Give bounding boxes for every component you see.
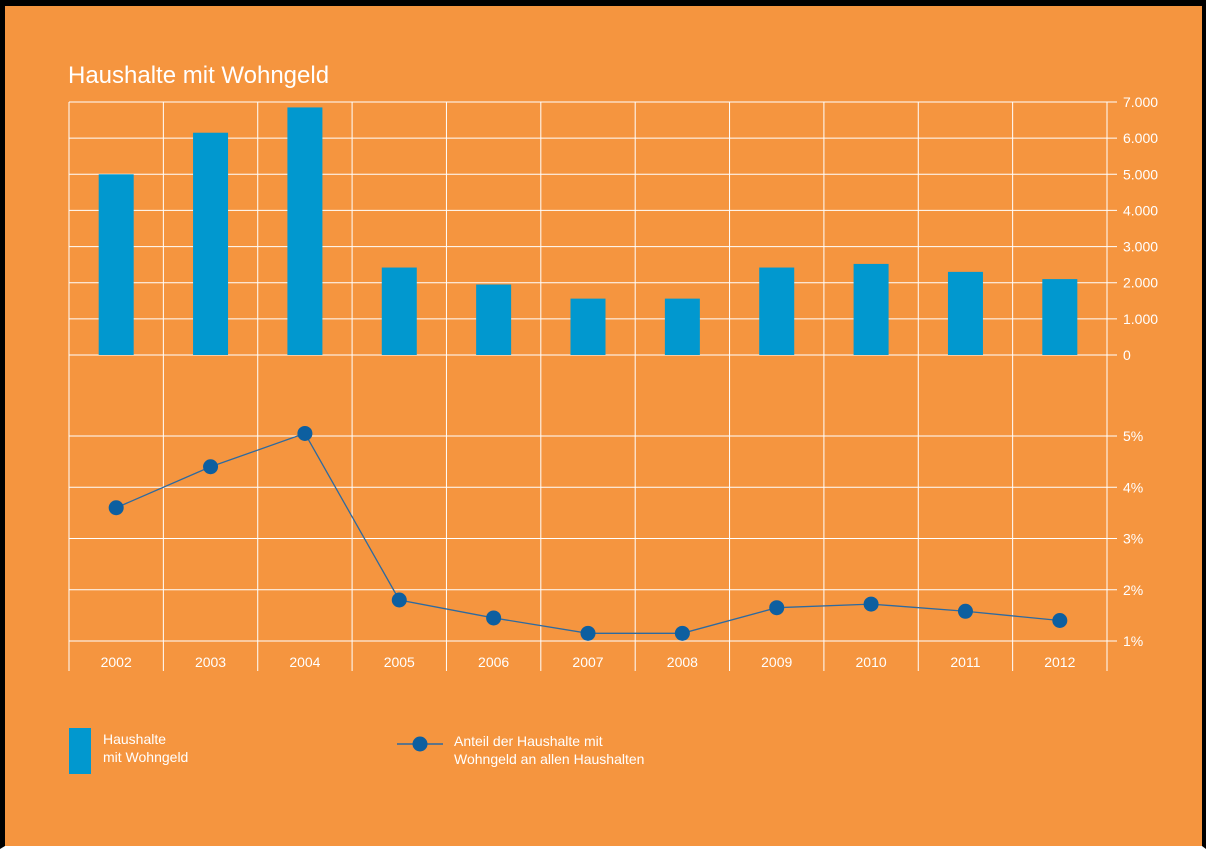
line-point-2009: [769, 600, 784, 615]
line-point-2008: [675, 626, 690, 641]
x-tick-label: 2003: [195, 654, 226, 670]
x-tick-label: 2012: [1044, 654, 1075, 670]
x-tick-label: 2006: [478, 654, 509, 670]
line-point-2006: [486, 610, 501, 625]
line-y-tick-label: 1%: [1123, 633, 1143, 649]
bar-y-tick-label: 6.000: [1123, 130, 1158, 146]
bar-y-tick-label: 3.000: [1123, 239, 1158, 255]
bar-2005: [382, 268, 417, 355]
legend-bar-label-line1: Haushalte: [103, 730, 188, 748]
bar-2003: [193, 133, 228, 355]
legend-bar-label: Haushalte mit Wohngeld: [103, 730, 188, 766]
line-y-tick-label: 2%: [1123, 582, 1143, 598]
legend-bar-label-line2: mit Wohngeld: [103, 748, 188, 766]
line-point-2005: [392, 593, 407, 608]
legend-bar-swatch: [69, 728, 91, 774]
bar-y-tick-label: 1.000: [1123, 311, 1158, 327]
line-y-tick-label: 3%: [1123, 531, 1143, 547]
x-tick-label: 2008: [667, 654, 698, 670]
bar-2008: [665, 299, 700, 355]
line-y-tick-label: 5%: [1123, 428, 1143, 444]
x-tick-label: 2010: [856, 654, 887, 670]
line-point-2004: [297, 426, 312, 441]
bar-y-tick-label: 7.000: [1123, 94, 1158, 110]
line-point-2011: [958, 604, 973, 619]
legend-line-label: Anteil der Haushalte mit Wohngeld an all…: [454, 732, 644, 768]
x-tick-label: 2002: [101, 654, 132, 670]
line-point-2003: [203, 459, 218, 474]
bar-2006: [476, 285, 511, 355]
wohngeld-chart: 0 1.000 2.000 3.000 4.000 5.000 6.000 7.000 1% 2%…: [5, 6, 1202, 846]
bar-2007: [571, 299, 606, 355]
line-point-2002: [109, 500, 124, 515]
line-y-tick-label: 4%: [1123, 479, 1143, 495]
bar-2010: [854, 264, 889, 355]
bar-2009: [759, 268, 794, 355]
bar-2004: [287, 107, 322, 355]
x-tick-label: 2004: [289, 654, 320, 670]
line-point-2010: [864, 597, 879, 612]
bar-y-tick-label: 0: [1123, 347, 1131, 363]
bar-y-tick-label: 5.000: [1123, 166, 1158, 182]
legend-line-label-line1: Anteil der Haushalte mit: [454, 732, 644, 750]
line-point-2007: [581, 626, 596, 641]
bar-y-tick-label: 2.000: [1123, 275, 1158, 291]
legend-line-swatch: [397, 732, 443, 756]
bar-2011: [948, 272, 983, 355]
bar-2002: [99, 174, 134, 355]
legend-line-label-line2: Wohngeld an allen Haushalten: [454, 750, 644, 768]
line-point-2012: [1052, 613, 1067, 628]
bar-2012: [1042, 279, 1077, 355]
x-tick-label: 2005: [384, 654, 415, 670]
x-tick-label: 2007: [572, 654, 603, 670]
x-tick-label: 2011: [950, 654, 980, 670]
bar-y-tick-label: 4.000: [1123, 202, 1158, 218]
x-tick-label: 2009: [761, 654, 792, 670]
